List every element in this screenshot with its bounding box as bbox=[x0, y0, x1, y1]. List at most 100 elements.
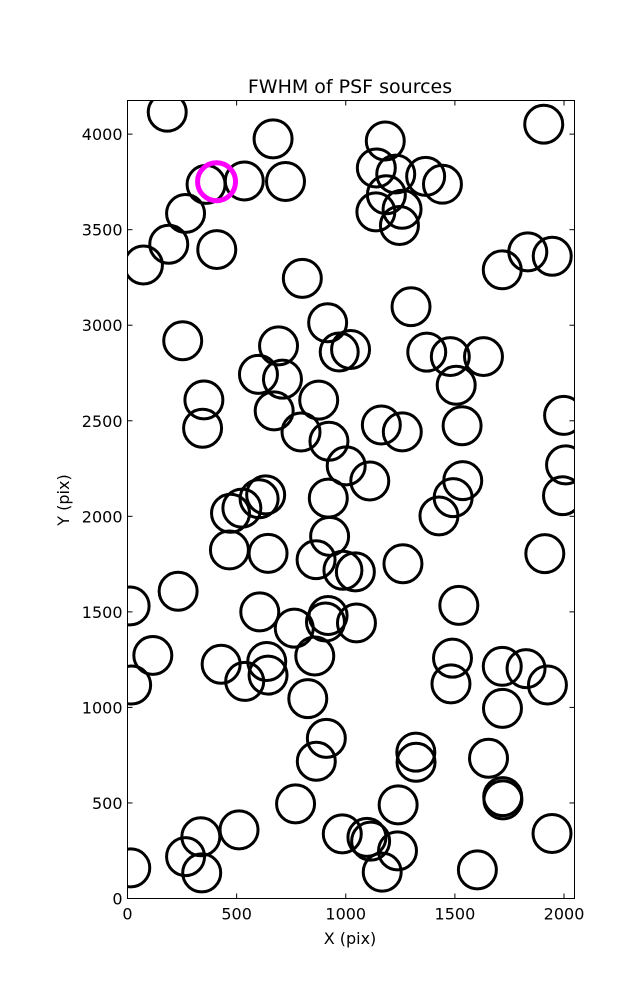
psf-source-circle bbox=[127, 585, 151, 627]
highlighted-source-circle bbox=[195, 160, 239, 204]
psf-source-circle bbox=[322, 549, 364, 591]
psf-source-circle bbox=[165, 192, 207, 234]
y-tick-label: 1000 bbox=[82, 698, 123, 717]
psf-source-circle bbox=[261, 358, 303, 400]
psf-source-circle bbox=[377, 830, 418, 872]
y-axis-label: Y (pix) bbox=[54, 474, 73, 526]
data-markers bbox=[127, 100, 575, 894]
psf-source-circle bbox=[334, 551, 376, 593]
psf-source-circle bbox=[438, 584, 480, 626]
psf-source-circle bbox=[182, 407, 224, 449]
x-tick-label: 500 bbox=[221, 905, 252, 924]
psf-source-circle bbox=[258, 325, 300, 367]
psf-source-circle bbox=[462, 336, 504, 378]
psf-source-circle bbox=[245, 474, 287, 516]
psf-source-circle bbox=[361, 851, 403, 893]
psf-source-circle bbox=[308, 420, 350, 462]
psf-source-circle bbox=[360, 404, 402, 446]
psf-source-circle bbox=[321, 813, 363, 855]
psf-source-circle bbox=[281, 257, 323, 299]
psf-source-circle bbox=[523, 103, 565, 145]
psf-source-circle bbox=[280, 411, 322, 453]
psf-source-circle bbox=[325, 445, 367, 487]
psf-source-circle bbox=[335, 602, 377, 644]
psf-source-circle bbox=[275, 783, 317, 825]
psf-source-circle bbox=[429, 336, 471, 378]
psf-source-circle bbox=[208, 529, 250, 571]
psf-source-circle bbox=[307, 595, 349, 636]
psf-source-circle bbox=[481, 645, 523, 687]
y-tick-label: 3000 bbox=[82, 316, 123, 335]
y-tick-label: 2000 bbox=[82, 507, 123, 526]
psf-source-circle bbox=[545, 444, 575, 486]
psf-source-circle bbox=[165, 836, 207, 878]
psf-source-circle bbox=[309, 515, 351, 557]
psf-source-circle bbox=[127, 847, 152, 889]
psf-source-circle bbox=[247, 654, 289, 696]
psf-source-circle bbox=[127, 664, 153, 706]
x-tick-label: 2000 bbox=[544, 905, 585, 924]
x-tick-label: 1500 bbox=[435, 905, 476, 924]
psf-source-circle bbox=[375, 153, 417, 195]
psf-source-circle bbox=[435, 364, 477, 406]
psf-source-circle bbox=[196, 229, 238, 271]
psf-source-circle bbox=[421, 163, 463, 205]
psf-source-circle bbox=[294, 635, 336, 677]
chart-title: FWHM of PSF sources bbox=[248, 76, 452, 98]
psf-source-circle bbox=[237, 353, 279, 395]
psf-source-circle bbox=[350, 820, 392, 862]
psf-source-circle bbox=[287, 678, 329, 720]
psf-source-circle bbox=[253, 390, 295, 432]
psf-source-circle bbox=[390, 286, 432, 328]
psf-source-circle bbox=[210, 492, 252, 534]
psf-source-circle bbox=[295, 740, 337, 782]
psf-source-circle bbox=[468, 737, 509, 779]
psf-source-circle bbox=[247, 532, 289, 574]
psf-source-circle bbox=[132, 634, 174, 676]
psf-source-circle bbox=[183, 379, 225, 421]
y-tick-label: 500 bbox=[92, 794, 123, 813]
psf-source-circle bbox=[524, 533, 566, 575]
psf-source-circle bbox=[430, 663, 472, 705]
psf-source-circle bbox=[223, 160, 265, 202]
psf-source-circle bbox=[481, 687, 523, 729]
psf-source-circle bbox=[507, 231, 549, 273]
psf-source-circle bbox=[330, 329, 372, 370]
psf-source-circle bbox=[157, 570, 199, 612]
psf-source-circle bbox=[252, 118, 294, 160]
plot-frame bbox=[127, 100, 575, 899]
psf-source-circle bbox=[246, 641, 288, 683]
psf-source-circle bbox=[395, 741, 437, 783]
psf-source-circle bbox=[406, 331, 448, 373]
psf-source-circle bbox=[355, 147, 397, 189]
y-tick-label: 0 bbox=[112, 890, 122, 909]
psf-source-circle bbox=[542, 475, 575, 517]
psf-source-circle bbox=[162, 320, 204, 362]
psf-source-circle bbox=[146, 100, 188, 133]
psf-source-circle bbox=[381, 188, 423, 230]
psf-source-circle bbox=[127, 244, 164, 286]
psf-source-circle bbox=[382, 543, 424, 585]
x-tick-label: 0 bbox=[122, 905, 132, 924]
x-axis-label: X (pix) bbox=[324, 929, 377, 948]
psf-source-circle bbox=[531, 813, 573, 855]
psf-source-circle bbox=[355, 191, 397, 233]
psf-source-circle bbox=[418, 495, 460, 537]
psf-source-circle bbox=[381, 411, 423, 453]
psf-source-circle bbox=[239, 591, 281, 633]
psf-source-circle bbox=[295, 539, 337, 581]
y-tick-label: 2500 bbox=[82, 412, 123, 431]
psf-source-circle bbox=[377, 784, 419, 826]
psf-source-circle bbox=[265, 161, 307, 203]
psf-source-circle bbox=[395, 731, 437, 773]
psf-source-circle bbox=[526, 664, 568, 706]
psf-source-circle bbox=[218, 809, 260, 851]
psf-source-circle bbox=[349, 460, 391, 502]
psf-source-circle bbox=[307, 302, 349, 344]
psf-source-circle bbox=[432, 637, 473, 679]
psf-source-circle bbox=[531, 235, 573, 277]
y-tick-label: 3500 bbox=[82, 221, 123, 240]
psf-source-circle bbox=[378, 204, 420, 246]
psf-source-circle bbox=[298, 379, 340, 421]
